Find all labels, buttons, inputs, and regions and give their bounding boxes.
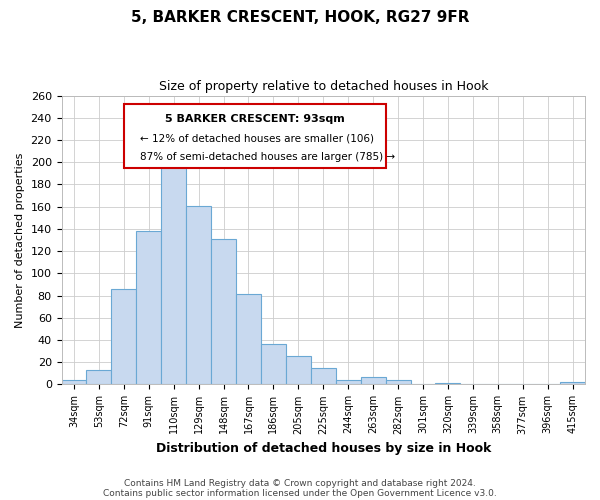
Bar	[336, 380, 361, 384]
Bar	[161, 152, 186, 384]
Bar	[86, 370, 112, 384]
Bar	[211, 239, 236, 384]
Bar	[286, 356, 311, 384]
Bar	[136, 231, 161, 384]
Y-axis label: Number of detached properties: Number of detached properties	[15, 152, 25, 328]
X-axis label: Distribution of detached houses by size in Hook: Distribution of detached houses by size …	[155, 442, 491, 455]
Bar	[361, 376, 386, 384]
Bar	[386, 380, 410, 384]
Text: Contains public sector information licensed under the Open Government Licence v3: Contains public sector information licen…	[103, 488, 497, 498]
Title: Size of property relative to detached houses in Hook: Size of property relative to detached ho…	[158, 80, 488, 93]
Text: 5, BARKER CRESCENT, HOOK, RG27 9FR: 5, BARKER CRESCENT, HOOK, RG27 9FR	[131, 10, 469, 25]
Bar	[186, 206, 211, 384]
Bar	[560, 382, 585, 384]
Text: Contains HM Land Registry data © Crown copyright and database right 2024.: Contains HM Land Registry data © Crown c…	[124, 478, 476, 488]
Bar	[112, 289, 136, 384]
Bar	[62, 380, 86, 384]
Text: 5 BARKER CRESCENT: 93sqm: 5 BARKER CRESCENT: 93sqm	[166, 114, 345, 124]
Bar	[261, 344, 286, 385]
Text: ← 12% of detached houses are smaller (106): ← 12% of detached houses are smaller (10…	[140, 133, 374, 143]
Bar	[311, 368, 336, 384]
Bar	[236, 294, 261, 384]
FancyBboxPatch shape	[124, 104, 386, 168]
Text: 87% of semi-detached houses are larger (785) →: 87% of semi-detached houses are larger (…	[140, 152, 395, 162]
